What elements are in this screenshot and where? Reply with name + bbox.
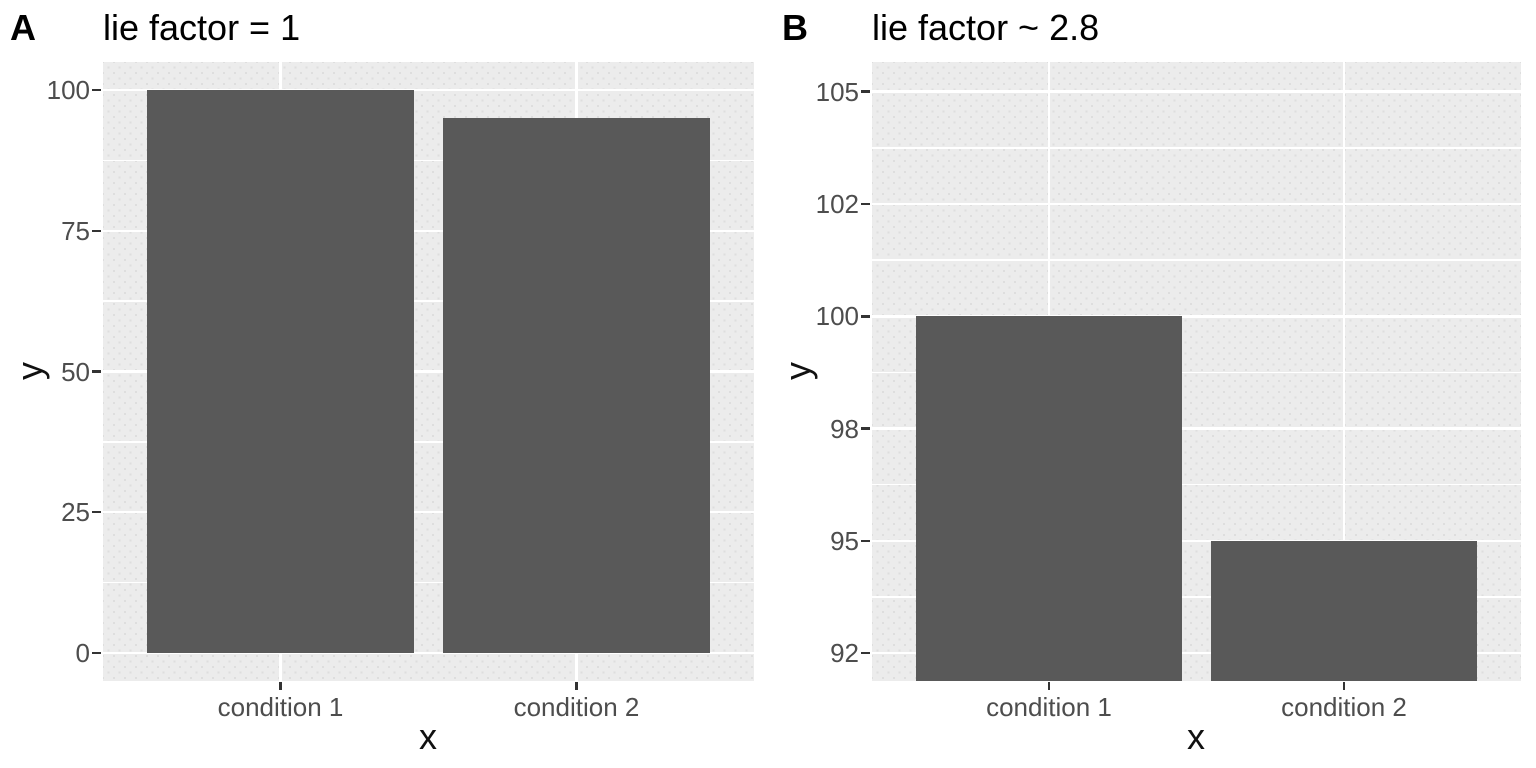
panel-b-title: lie factor ~ 2.8	[872, 7, 1100, 48]
y-tick-label-b: 100	[815, 301, 859, 332]
x-tick-mark-b	[1342, 682, 1346, 690]
y-gridline-minor-a	[103, 441, 754, 443]
y-tick-mark-b	[861, 202, 870, 206]
y-gridline-major-b	[872, 427, 1521, 430]
y-tick-mark-b	[861, 651, 870, 655]
x-tick-label-a: condition 2	[513, 692, 640, 722]
y-gridline-minor-b	[872, 483, 1521, 486]
y-tick-label-b: 102	[815, 188, 859, 219]
y-gridline-major-a	[103, 370, 754, 373]
y-gridline-minor-b	[872, 596, 1521, 598]
x-tick-label-b: condition 2	[1281, 692, 1407, 722]
y-tick-label-a: 50	[61, 356, 90, 387]
y-tick-label-a: 0	[75, 637, 90, 668]
panel-b-tag: B	[782, 7, 808, 48]
y-tick-mark-a	[92, 510, 101, 514]
y-gridline-minor-b	[872, 259, 1521, 261]
bar-a-condition-1	[147, 90, 414, 653]
y-gridline-major-a	[103, 510, 754, 514]
panel-a-tag: A	[10, 7, 36, 48]
y-tick-mark-a	[92, 88, 101, 92]
y-tick-mark-a	[92, 229, 101, 233]
bar-a-condition-2	[443, 118, 710, 653]
y-tick-label-a: 25	[61, 497, 90, 528]
panel-a-x-axis-title: x	[419, 716, 437, 757]
y-gridline-minor-b	[872, 147, 1521, 149]
y-gridline-major-b	[872, 90, 1521, 93]
y-gridline-minor-b	[872, 371, 1521, 374]
y-gridline-major-b	[872, 315, 1521, 318]
panel-a-title: lie factor = 1	[103, 7, 301, 48]
x-tick-label-b: condition 1	[986, 692, 1112, 722]
bar-b-condition-1	[916, 316, 1182, 681]
panel-b-y-axis-title: y	[777, 362, 818, 380]
y-gridline-minor-a	[103, 159, 754, 162]
y-gridline-minor-a	[103, 300, 754, 302]
bar-b-condition-2	[1211, 540, 1477, 681]
y-tick-mark-b	[861, 90, 870, 93]
y-gridline-major-a	[103, 88, 754, 92]
y-tick-label-b: 105	[815, 76, 859, 107]
y-gridline-major-b	[872, 539, 1521, 543]
y-tick-mark-a	[92, 370, 101, 373]
x-tick-mark-a	[575, 682, 578, 690]
y-tick-label-b: 98	[830, 413, 859, 444]
x-gridline-b	[1342, 62, 1346, 681]
y-gridline-minor-a	[103, 581, 754, 584]
x-tick-mark-b	[1047, 682, 1051, 690]
y-gridline-major-b	[872, 202, 1521, 206]
y-tick-label-b: 92	[830, 638, 859, 669]
y-tick-mark-b	[861, 539, 870, 543]
y-tick-label-a: 75	[61, 215, 90, 246]
y-tick-mark-b	[861, 315, 870, 318]
y-gridline-major-b	[872, 651, 1521, 655]
y-tick-label-a: 100	[46, 75, 90, 106]
y-tick-mark-a	[92, 651, 101, 655]
x-tick-mark-a	[279, 682, 282, 690]
y-tick-mark-b	[861, 427, 870, 430]
panel-b-x-axis-title: x	[1187, 716, 1205, 757]
y-gridline-major-a	[103, 651, 754, 655]
y-tick-label-b: 95	[830, 525, 859, 556]
y-gridline-major-a	[103, 229, 754, 233]
x-tick-label-a: condition 1	[217, 692, 344, 722]
